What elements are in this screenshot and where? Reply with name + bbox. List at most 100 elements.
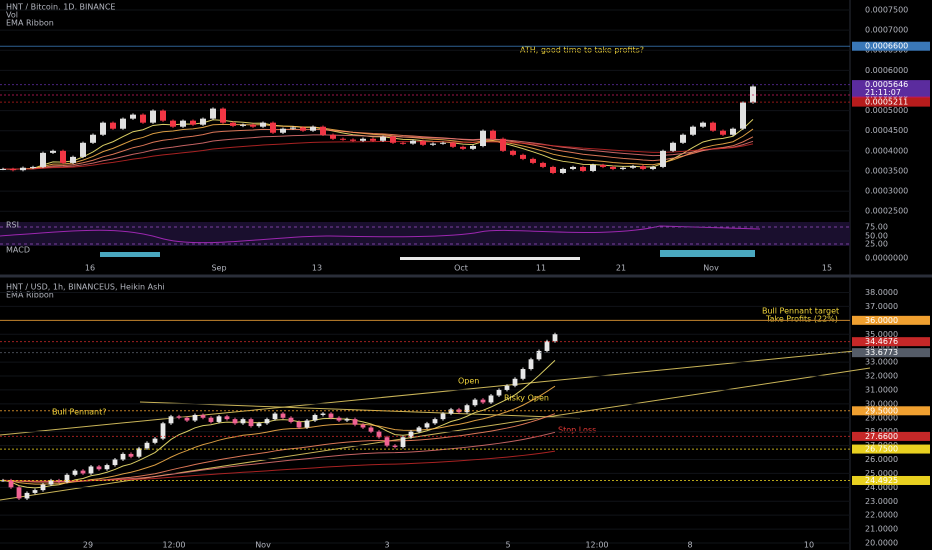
ema-line bbox=[2, 119, 754, 170]
candle bbox=[560, 168, 566, 173]
price-tag bbox=[852, 41, 930, 51]
y-tick-label: 0.0005000 bbox=[865, 106, 908, 115]
candle bbox=[60, 150, 66, 163]
chart-title: HNT / Bitcoin, 1D, BINANCE bbox=[6, 3, 115, 12]
y-tick-label: 21.0000 bbox=[865, 525, 898, 534]
x-tick-label: 12:00 bbox=[585, 541, 608, 550]
price-tag bbox=[852, 406, 930, 416]
candle bbox=[168, 416, 174, 424]
candle bbox=[480, 399, 486, 403]
candle bbox=[496, 389, 502, 396]
price-tag bbox=[852, 475, 930, 485]
x-tick-label: Oct bbox=[454, 264, 468, 273]
annotation: Open bbox=[458, 377, 479, 386]
candle bbox=[208, 417, 214, 422]
x-tick-label: 15 bbox=[822, 264, 832, 273]
price-tag-label: 36.0000 bbox=[865, 316, 898, 325]
candle bbox=[110, 122, 116, 129]
candle bbox=[80, 470, 86, 474]
candle bbox=[368, 427, 374, 432]
y-tick-label: 31.0000 bbox=[865, 385, 898, 394]
candle bbox=[160, 423, 166, 439]
candle bbox=[360, 138, 366, 141]
y-tick-label: 37.0000 bbox=[865, 302, 898, 311]
y-tick-label: 30.0000 bbox=[865, 399, 898, 408]
candle bbox=[550, 166, 556, 173]
candle bbox=[392, 445, 398, 447]
candle bbox=[650, 166, 656, 169]
candle bbox=[320, 413, 326, 415]
candle bbox=[540, 162, 546, 167]
candle bbox=[120, 118, 126, 129]
x-tick-label: 21 bbox=[616, 264, 626, 273]
countdown: 21:11:07 bbox=[865, 88, 901, 97]
candle bbox=[420, 140, 426, 145]
macd-bar bbox=[660, 250, 755, 257]
candle bbox=[224, 416, 230, 420]
candle bbox=[460, 146, 466, 149]
ema-line bbox=[2, 141, 754, 170]
candle bbox=[232, 419, 238, 424]
candle bbox=[670, 142, 676, 151]
candle bbox=[256, 423, 262, 427]
subpanel-tick: 75.00 bbox=[865, 223, 888, 232]
candle bbox=[510, 150, 516, 155]
candle bbox=[150, 110, 156, 123]
price-tag bbox=[852, 444, 930, 454]
candle bbox=[264, 419, 270, 424]
candle bbox=[400, 437, 406, 447]
candle bbox=[216, 416, 222, 422]
candle bbox=[416, 427, 422, 432]
candle bbox=[20, 167, 26, 171]
trendline bbox=[0, 349, 866, 436]
rsi-band bbox=[0, 222, 850, 246]
subpanel-label: MACD bbox=[6, 246, 30, 255]
candle bbox=[376, 431, 382, 438]
candle bbox=[570, 166, 576, 169]
price-tag-label: 26.7500 bbox=[865, 445, 898, 454]
candle bbox=[90, 134, 96, 143]
candle bbox=[120, 453, 126, 460]
y-tick-label: 20.0000 bbox=[865, 539, 898, 548]
candle bbox=[220, 108, 226, 123]
candle bbox=[552, 334, 558, 342]
candle bbox=[180, 120, 186, 127]
price-tag-label: 0.0006600 bbox=[865, 42, 908, 51]
macd-bar bbox=[100, 252, 160, 257]
x-tick-label: 3 bbox=[384, 541, 389, 550]
ema-line bbox=[2, 123, 754, 170]
price-tag-label: 27.6600 bbox=[865, 432, 898, 441]
y-tick-label: 0.0004000 bbox=[865, 146, 908, 155]
x-tick-label: Nov bbox=[703, 264, 719, 273]
y-tick-label: 23.0000 bbox=[865, 497, 898, 506]
candle bbox=[610, 166, 616, 169]
candle bbox=[504, 385, 510, 390]
candle bbox=[96, 466, 102, 470]
x-tick-label: Nov bbox=[255, 541, 271, 550]
candle bbox=[350, 139, 356, 141]
candle bbox=[240, 419, 246, 424]
y-tick-label: 0.0004500 bbox=[865, 126, 908, 135]
candle bbox=[400, 142, 406, 144]
x-tick-label: Sep bbox=[211, 264, 226, 273]
candle bbox=[10, 168, 16, 171]
indicator-label: Vol bbox=[6, 11, 18, 20]
candle bbox=[500, 138, 506, 151]
candle bbox=[128, 453, 134, 457]
candle bbox=[250, 124, 256, 127]
candle bbox=[464, 405, 470, 413]
y-tick-label: 0.0006000 bbox=[865, 66, 908, 75]
candle bbox=[430, 143, 436, 145]
candle bbox=[184, 417, 190, 421]
candle bbox=[590, 164, 596, 171]
macd-bar bbox=[400, 257, 580, 260]
x-tick-label: 13 bbox=[312, 264, 322, 273]
subpanel-tick: 25.00 bbox=[865, 240, 888, 249]
candle bbox=[48, 480, 54, 485]
subpanel-tick: 0.0000000 bbox=[865, 254, 908, 263]
candle bbox=[56, 480, 62, 482]
candle bbox=[710, 122, 716, 131]
candle bbox=[140, 114, 146, 123]
candle bbox=[310, 126, 316, 131]
candle bbox=[640, 166, 646, 169]
